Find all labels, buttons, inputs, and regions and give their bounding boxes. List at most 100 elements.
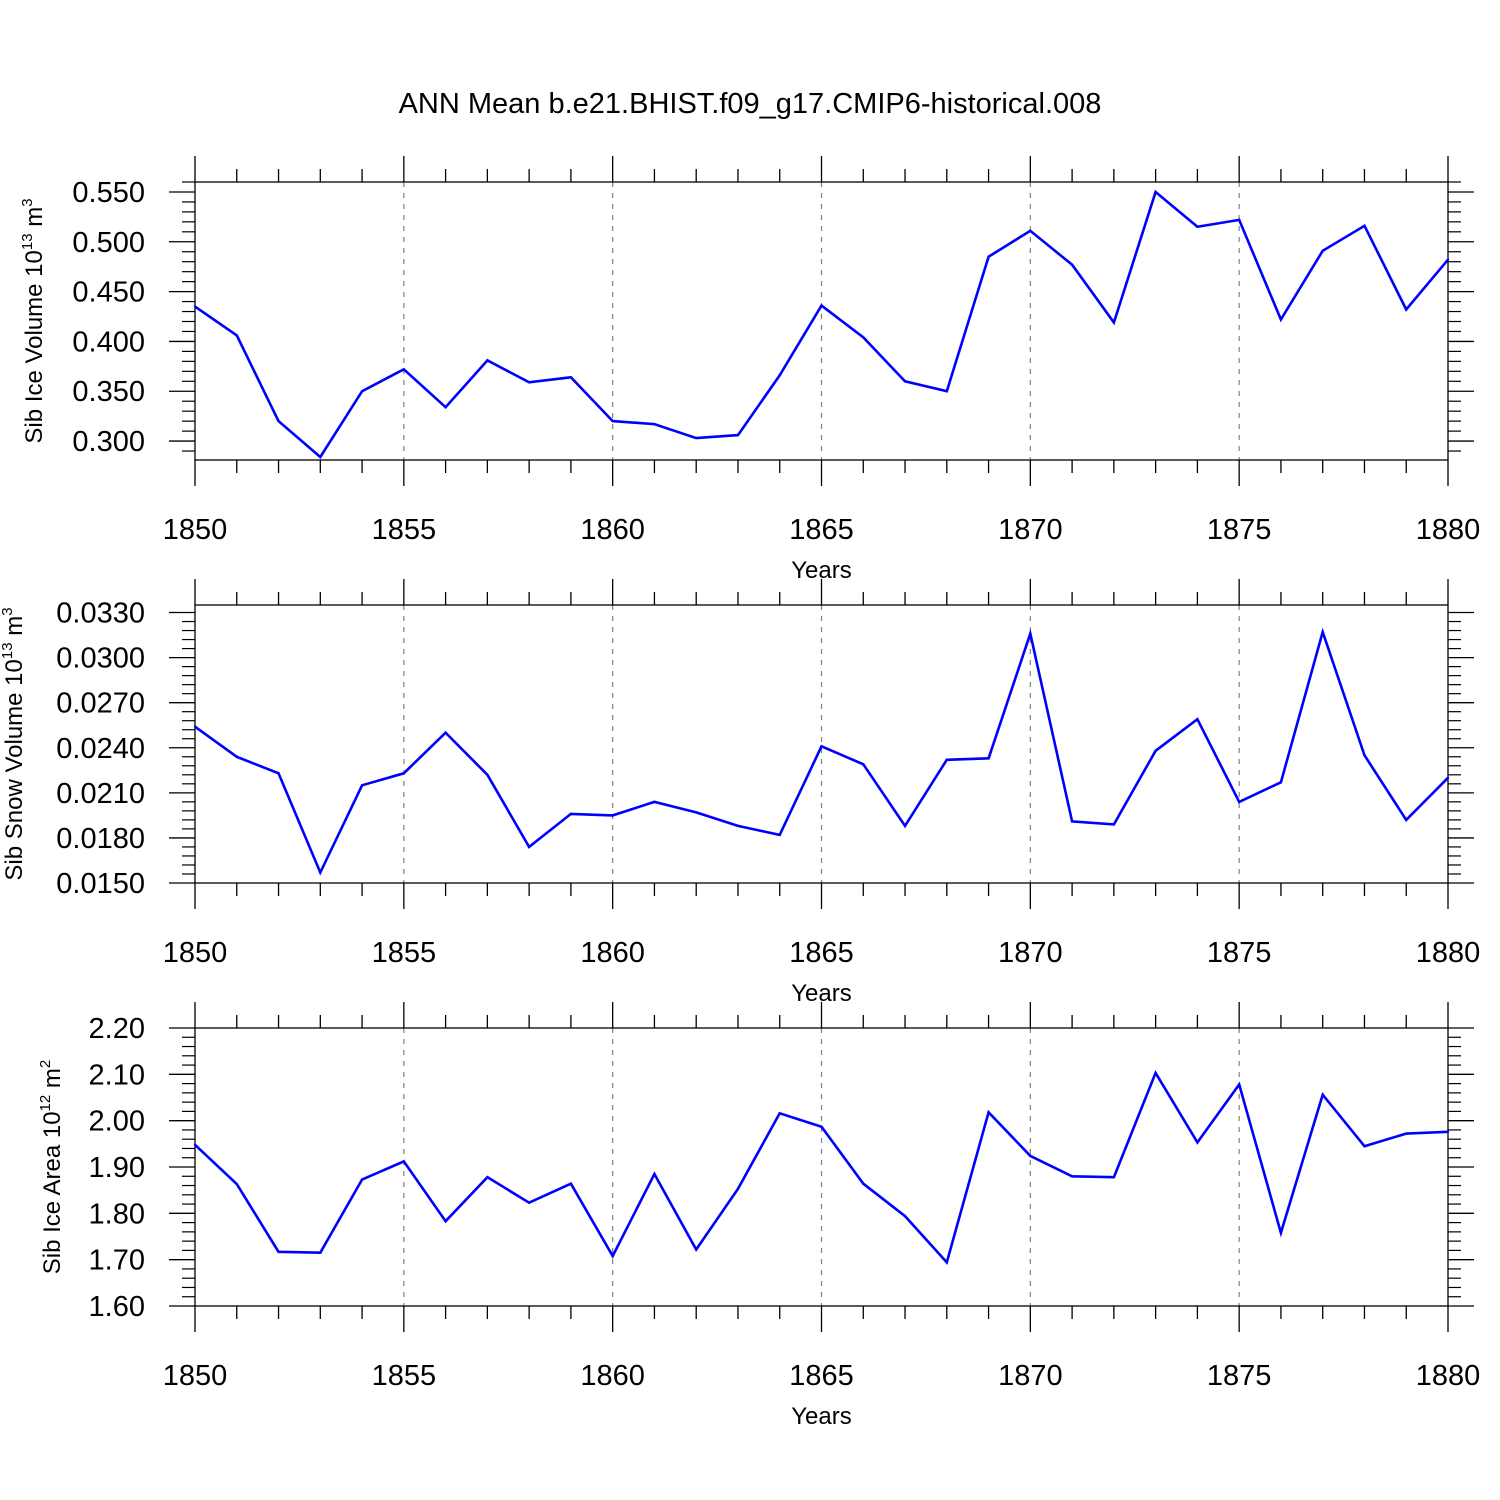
- data-point: [444, 405, 447, 409]
- data-point: [1237, 1083, 1241, 1086]
- y-tick-label: 2.00: [89, 1106, 145, 1138]
- y-tick-label: 1.90: [89, 1152, 145, 1184]
- data-point: [862, 1182, 865, 1185]
- data-point: [569, 1182, 573, 1185]
- x-tick-label: 1855: [372, 1360, 437, 1392]
- data-point: [778, 833, 781, 837]
- y-tick-label: 0.300: [72, 426, 145, 458]
- data-point: [319, 1251, 322, 1254]
- data-point: [1405, 818, 1408, 822]
- data-point: [695, 811, 698, 814]
- data-point: [235, 1182, 238, 1186]
- y-tick-label: 0.0210: [56, 778, 145, 810]
- y-tick-label: 1.60: [89, 1291, 145, 1323]
- data-point: [736, 824, 740, 828]
- x-tick-label: 1855: [372, 514, 437, 546]
- data-point: [277, 1250, 280, 1253]
- data-point: [611, 814, 614, 817]
- data-point: [1321, 630, 1324, 634]
- x-tick-label: 1860: [580, 1360, 645, 1392]
- x-tick-label: 1875: [1207, 1360, 1272, 1392]
- data-point: [1029, 229, 1032, 233]
- x-tick-label: 1860: [580, 514, 645, 546]
- data-point: [402, 368, 406, 371]
- data-point: [1321, 249, 1324, 252]
- x-tick-label: 1850: [163, 514, 228, 546]
- data-point: [319, 871, 322, 874]
- y-tick-label: 0.0180: [56, 823, 145, 855]
- data-point: [736, 1187, 740, 1190]
- data-point: [820, 745, 823, 748]
- x-tick-label: 1880: [1416, 937, 1481, 969]
- data-point: [1112, 321, 1116, 324]
- data-point: [277, 419, 280, 423]
- data-point: [903, 1214, 907, 1218]
- data-point: [486, 773, 489, 777]
- y-tick-label: 0.550: [72, 177, 145, 209]
- ice-volume-panel: 0.300 0.350 0.400 0.450 0.500 0.550 1850 1855 18…: [19, 156, 1480, 584]
- data-point: [778, 1112, 781, 1115]
- data-point: [569, 812, 573, 816]
- data-point: [193, 725, 197, 728]
- data-point: [527, 381, 531, 384]
- data-point: [1154, 749, 1157, 752]
- data-point: [402, 1160, 406, 1163]
- data-point: [1154, 1071, 1157, 1075]
- y-tick-label: 0.0300: [56, 643, 145, 675]
- y-tick-label: 0.350: [72, 376, 145, 408]
- data-point: [653, 800, 656, 804]
- data-point: [862, 336, 865, 339]
- y-axis-title: Sib Snow Volume 1013 m3: [0, 607, 28, 880]
- data-point: [1196, 718, 1199, 721]
- x-tick-label: 1850: [163, 1360, 228, 1392]
- data-point: [1446, 1130, 1450, 1133]
- data-point: [862, 763, 865, 766]
- plot-frame: [194, 604, 1449, 884]
- chart-title: ANN Mean b.e21.BHIST.f09_g17.CMIP6-histo…: [398, 88, 1102, 120]
- data-point: [903, 824, 907, 828]
- data-point: [486, 1175, 489, 1179]
- x-tick-label: 1870: [998, 1360, 1063, 1392]
- data-point: [1070, 1175, 1074, 1178]
- y-tick-label: 2.20: [89, 1013, 145, 1045]
- y-tick-label: 2.10: [89, 1059, 145, 1091]
- x-tick-label: 1865: [789, 1360, 854, 1392]
- data-point: [1405, 308, 1408, 311]
- data-point: [193, 1143, 197, 1146]
- data-point: [1321, 1093, 1324, 1096]
- data-point: [444, 1220, 447, 1223]
- data-point: [360, 1178, 364, 1181]
- x-tick-label: 1880: [1416, 514, 1481, 546]
- data-point: [235, 334, 238, 337]
- data-point: [1279, 318, 1283, 321]
- data-point: [736, 433, 740, 437]
- series-line: [194, 1069, 1449, 1266]
- y-tick-label: 1.80: [89, 1198, 145, 1230]
- data-point: [1029, 632, 1032, 635]
- x-tick-label: 1880: [1416, 1360, 1481, 1392]
- y-tick-label: 0.0240: [56, 733, 145, 765]
- data-point: [277, 772, 280, 775]
- data-point: [653, 422, 656, 426]
- x-tick-label: 1875: [1207, 937, 1272, 969]
- data-point: [1154, 190, 1157, 194]
- data-point: [486, 359, 489, 362]
- plot-frame: [194, 181, 1449, 461]
- data-point: [1279, 1231, 1283, 1234]
- plot-frame: [194, 1027, 1449, 1307]
- data-point: [1363, 224, 1366, 228]
- data-point: [1196, 1141, 1199, 1144]
- data-point: [987, 255, 990, 258]
- data-point: [987, 757, 990, 760]
- data-point: [1363, 754, 1366, 757]
- data-point: [778, 374, 781, 377]
- data-point: [945, 390, 948, 393]
- data-point: [1237, 218, 1241, 222]
- data-point: [319, 455, 322, 459]
- data-point: [1405, 1132, 1408, 1135]
- data-point: [193, 305, 197, 308]
- data-point: [1070, 820, 1074, 823]
- data-point: [444, 731, 447, 734]
- y-tick-label: 0.450: [72, 277, 145, 309]
